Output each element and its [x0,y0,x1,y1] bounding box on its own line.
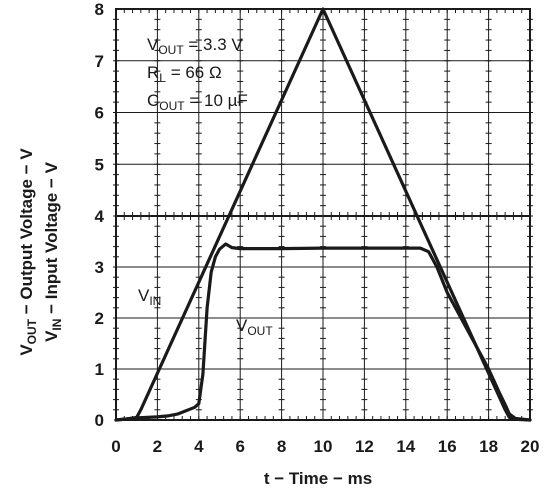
x-tick-label: 6 [235,437,244,456]
x-tick-label: 20 [521,437,540,456]
y-tick-label: 6 [95,104,104,123]
x-tick-label: 0 [111,437,120,456]
grid-group [113,9,533,420]
x-ticks-group: 0 2 4 6 8 10 12 14 16 18 20 [111,437,539,456]
x-axis-title: t − Time − ms [264,469,372,488]
y-tick-label: 2 [95,309,104,328]
y-axis-title-vout: VOUT − Output Voltage − V [17,148,39,356]
y-tick-label: 7 [95,52,104,71]
x-tick-label: 10 [314,437,333,456]
y-tick-label: 4 [95,207,105,226]
vin-series-label: VIN [138,286,161,308]
condition-annotation: RL = 66 Ω [147,63,222,85]
x-tick-label: 2 [153,437,162,456]
x-tick-label: 12 [355,437,374,456]
conditions-group: VOUT = 3.3 V RL = 66 Ω COUT = 10 µF [147,35,248,113]
condition-annotation: VOUT = 3.3 V [147,35,243,57]
y-tick-label: 8 [95,0,104,19]
series-line-vout [114,242,532,422]
x-tick-label: 16 [438,437,457,456]
x-tick-label: 18 [479,437,498,456]
x-tick-label: 8 [277,437,286,456]
y-tick-label: 0 [95,411,104,430]
x-tick-label: 4 [194,437,204,456]
y-tick-label: 1 [95,360,104,379]
y-tick-label: 3 [95,258,104,277]
condition-annotation: COUT = 10 µF [147,91,248,113]
vout-series-label: VOUT [236,316,273,338]
y-tick-label: 5 [95,155,104,174]
x-tick-label: 14 [396,437,415,456]
y-axis-title-vin: VIN − Input Voltage − V [42,161,64,341]
y-ticks-group: 8 7 6 5 4 3 2 1 0 [95,0,105,430]
plot-frame [115,8,531,421]
